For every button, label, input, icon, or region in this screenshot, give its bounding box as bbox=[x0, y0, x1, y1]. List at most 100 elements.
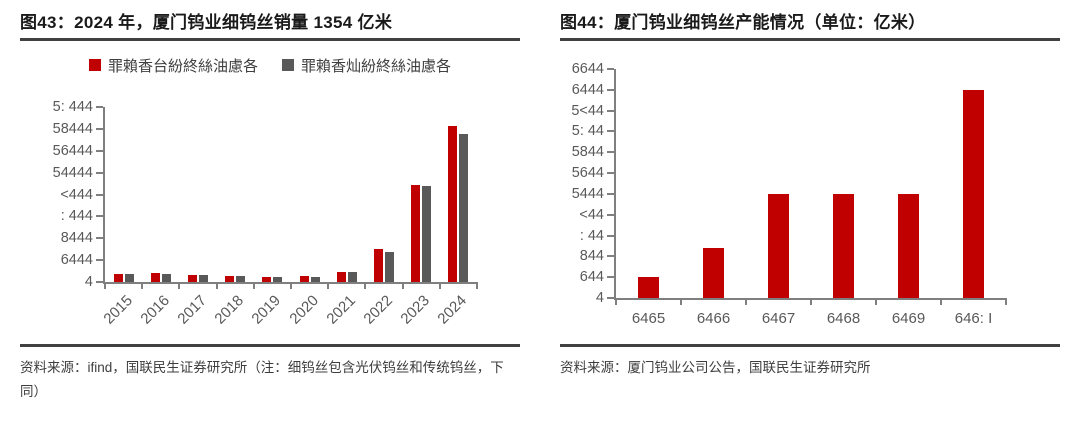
y-tick-label: 58444 bbox=[52, 120, 93, 137]
y-tick-mark bbox=[96, 281, 103, 283]
bar bbox=[703, 248, 724, 298]
y-tick-mark bbox=[96, 215, 103, 218]
x-tick-mark bbox=[364, 282, 367, 289]
bar bbox=[347, 272, 357, 282]
x-tick-label: 6467 bbox=[761, 310, 796, 327]
y-tick-label: 5: 444 bbox=[52, 99, 93, 115]
legend-label-series-2: 罪賴香灿紛終絲油慮各 bbox=[301, 57, 452, 75]
y-tick-mark bbox=[607, 213, 614, 216]
bar bbox=[150, 273, 160, 282]
bar bbox=[411, 185, 421, 282]
x-tick-mark bbox=[215, 282, 218, 289]
legend-label-series-1: 罪賴香台紛終絲油慮各 bbox=[107, 57, 258, 75]
y-tick-mark bbox=[607, 88, 614, 91]
x-tick-mark bbox=[327, 282, 330, 289]
bar bbox=[638, 277, 659, 298]
bar bbox=[385, 252, 394, 282]
bar bbox=[898, 193, 919, 298]
bar bbox=[236, 276, 246, 282]
bar bbox=[124, 274, 134, 282]
y-tick-mark bbox=[607, 192, 614, 195]
bar bbox=[161, 273, 171, 282]
y-tick-mark bbox=[607, 234, 614, 237]
y-tick-mark bbox=[96, 106, 103, 108]
x-tick-mark bbox=[178, 282, 181, 289]
y-tick-label: 5644 bbox=[571, 165, 604, 182]
plot-area: 6465 6466 6467 6468 6469 646: I bbox=[607, 68, 1007, 327]
y-tick-mark bbox=[607, 172, 614, 175]
x-tick-mark bbox=[438, 282, 441, 289]
x-tick-mark bbox=[615, 298, 617, 305]
legend-item-series-2: 罪賴香灿紛終絲油慮各 bbox=[282, 55, 451, 76]
x-tick-mark bbox=[401, 282, 404, 289]
bar bbox=[262, 276, 272, 282]
x-tick-mark bbox=[252, 282, 255, 289]
x-tick-label: 6465 bbox=[631, 310, 666, 327]
bar bbox=[833, 193, 854, 298]
legend-item-series-1: 罪賴香台紛終絲油慮各 bbox=[88, 55, 258, 76]
x-tick-label: 6469 bbox=[891, 310, 926, 327]
y-tick-label: 4 bbox=[84, 274, 93, 290]
y-tick-mark bbox=[607, 130, 614, 133]
x-tick-label: 646: I bbox=[954, 310, 993, 327]
x-tick-mark bbox=[810, 298, 812, 305]
y-tick-label: 6644 bbox=[571, 61, 604, 77]
x-tick-mark bbox=[745, 298, 747, 305]
figure-44-title: 图44：厦门钨业细钨丝产能情况（单位：亿米） bbox=[560, 8, 1060, 41]
y-tick-mark bbox=[96, 127, 103, 130]
y-tick-mark bbox=[96, 237, 103, 240]
y-tick-label: <444 bbox=[60, 186, 93, 203]
bar bbox=[188, 274, 197, 282]
bar bbox=[448, 125, 458, 282]
bar bbox=[963, 89, 984, 298]
y-tick-mark bbox=[607, 68, 614, 70]
bar bbox=[459, 133, 469, 282]
figure-43-source-note: 资料来源：ifind，国联民生证券研究所（注：细钨丝包含光伏钨丝和传统钨丝，下同… bbox=[20, 344, 520, 405]
x-tick-mark bbox=[141, 282, 144, 289]
figure-43-title: 图43：2024 年，厦门钨业细钨丝销量 1354 亿米 bbox=[20, 8, 520, 41]
figure-44-panel: 图44：厦门钨业细钨丝产能情况（单位：亿米） 6465 6466 6467 6468 6… bbox=[560, 8, 1060, 349]
x-tick-mark bbox=[476, 282, 478, 289]
figure-44-source-note: 资料来源：厦门钨业公司公告，国联民生证券研究所 bbox=[560, 344, 1060, 380]
y-tick-label: 644 bbox=[579, 269, 604, 286]
y-tick-label: : 444 bbox=[60, 208, 93, 225]
y-tick-mark bbox=[96, 149, 103, 152]
y-tick-label: 8444 bbox=[60, 230, 93, 247]
bar bbox=[336, 271, 346, 282]
y-tick-label: 4 bbox=[595, 290, 604, 306]
y-tick-label: 6444 bbox=[60, 252, 93, 269]
figure-44-chart: 6465 6466 6467 6468 6469 646: I 6644 6444 5<44 5:… bbox=[560, 61, 1060, 349]
y-tick-mark bbox=[607, 151, 614, 154]
y-tick-mark bbox=[607, 276, 614, 279]
x-tick-mark bbox=[680, 298, 682, 305]
x-tick-mark bbox=[104, 282, 106, 289]
plot-area: 2015 2016 2017 2018 2019 2020 2021 2022 2023 2024 bbox=[96, 106, 478, 328]
y-tick-label: 6444 bbox=[571, 81, 604, 98]
y-tick-label: 54444 bbox=[52, 164, 93, 181]
y-tick-label: 5: 44 bbox=[571, 123, 604, 140]
bar bbox=[768, 193, 789, 298]
bar bbox=[374, 249, 383, 282]
y-tick-label: 844 bbox=[579, 248, 604, 265]
y-tick-label: <44 bbox=[579, 206, 604, 223]
bar bbox=[199, 275, 208, 282]
y-tick-label: : 44 bbox=[579, 227, 604, 244]
bar bbox=[422, 185, 432, 282]
bar bbox=[310, 276, 320, 282]
y-tick-mark bbox=[96, 171, 103, 174]
legend-swatch-red-icon bbox=[88, 59, 101, 71]
figure-43-chart: 2015 2016 2017 2018 2019 2020 2021 2022 2023 2024… bbox=[20, 99, 520, 347]
bar bbox=[299, 276, 309, 282]
x-tick-label: 6468 bbox=[826, 310, 861, 327]
bar bbox=[273, 277, 283, 282]
y-tick-mark bbox=[607, 255, 614, 258]
figure-43-panel: 图43：2024 年，厦门钨业细钨丝销量 1354 亿米 罪賴香台紛終絲油慮各 … bbox=[20, 8, 520, 347]
y-tick-mark bbox=[96, 193, 103, 196]
bar bbox=[225, 275, 235, 282]
y-tick-label: 5844 bbox=[571, 144, 604, 161]
legend-swatch-gray-icon bbox=[282, 59, 294, 71]
x-tick-mark bbox=[1005, 298, 1007, 305]
legend: 罪賴香台紛終絲油慮各 罪賴香灿紛終絲油慮各 bbox=[20, 55, 520, 75]
y-tick-mark bbox=[607, 109, 614, 112]
y-tick-label: 56444 bbox=[52, 142, 93, 159]
